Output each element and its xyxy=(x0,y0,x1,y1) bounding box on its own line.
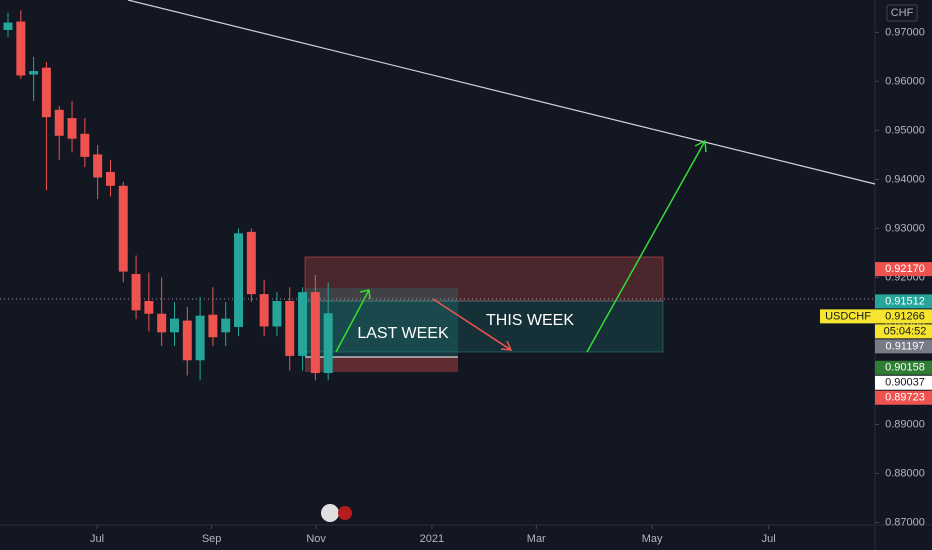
price-label: 0.89723 xyxy=(885,392,925,404)
arrow-up-small xyxy=(335,289,371,353)
price-label-box xyxy=(875,339,932,354)
y-tick-label: 0.96000 xyxy=(885,75,925,87)
currency: CHF xyxy=(891,7,914,19)
candle-body xyxy=(157,313,167,333)
price-label-box xyxy=(875,309,932,324)
candle-body xyxy=(54,109,64,136)
candle-body xyxy=(105,172,115,186)
price-label: 0.92170 xyxy=(885,263,925,275)
candle-body xyxy=(93,154,103,178)
price-label-box xyxy=(875,375,932,390)
price-label: 0.91266 xyxy=(885,310,925,322)
candle-body xyxy=(208,314,218,338)
price-label: 0.91512 xyxy=(885,295,925,307)
candle-body xyxy=(195,315,205,361)
y-tick-label: 0.97000 xyxy=(885,26,925,38)
candle-body xyxy=(221,318,231,333)
candle-body xyxy=(246,231,256,295)
x-tick-label: Nov xyxy=(306,533,326,545)
price-label: 0.90037 xyxy=(885,377,925,389)
candle-body xyxy=(323,313,333,374)
candle-body xyxy=(67,118,77,139)
candle-body xyxy=(298,292,308,356)
arrow-up-large xyxy=(586,139,707,353)
arrow-down xyxy=(432,298,513,351)
y-tick-label: 0.93000 xyxy=(885,222,925,234)
x-tick-label: Jul xyxy=(90,533,104,545)
annotation: THIS WEEK xyxy=(486,312,574,329)
candle-body xyxy=(259,294,269,327)
symbol-box xyxy=(820,309,875,324)
event-icon xyxy=(321,504,339,522)
candle-body xyxy=(310,292,320,374)
countdown: 05:04:52 xyxy=(884,325,927,337)
candle-body xyxy=(29,71,39,75)
candles xyxy=(3,10,333,381)
y-tick-label: 0.88000 xyxy=(885,467,925,479)
candle-body xyxy=(131,274,141,311)
last-week-stop xyxy=(305,357,458,372)
candle-body xyxy=(3,22,13,30)
x-tick-label: Jul xyxy=(762,533,776,545)
x-tick-label: Mar xyxy=(527,533,546,545)
y-tick-label: 0.95000 xyxy=(885,124,925,136)
x-tick-label: May xyxy=(642,533,663,545)
currency-box xyxy=(886,4,918,22)
event-icon xyxy=(338,506,352,520)
candle-body xyxy=(118,185,128,272)
price-label-box xyxy=(875,360,932,375)
candle-body xyxy=(272,300,282,327)
candle-body xyxy=(80,133,90,157)
price-label-box xyxy=(875,262,932,277)
x-tick-label: Sep xyxy=(202,533,222,545)
price-label-box xyxy=(875,390,932,405)
candle-body xyxy=(41,67,51,118)
x-tick-label: 2021 xyxy=(420,533,444,545)
price-label-box xyxy=(875,294,932,309)
trend-line xyxy=(127,0,876,185)
arrows xyxy=(335,139,707,353)
candle-body xyxy=(170,318,179,333)
risk-zone xyxy=(304,256,664,302)
price-label: 0.90158 xyxy=(885,362,925,374)
countdown-box xyxy=(875,324,932,339)
candle-body xyxy=(16,21,26,76)
y-tick-label: 0.94000 xyxy=(885,173,925,185)
candle-body xyxy=(182,320,192,361)
annotation: LAST WEEK xyxy=(357,325,449,342)
symbol: USDCHF xyxy=(825,310,871,322)
candle-body xyxy=(144,300,154,314)
price-label: 0.91197 xyxy=(886,340,925,352)
candle-body xyxy=(234,233,244,327)
candle-body xyxy=(285,300,295,356)
y-tick-label: 0.87000 xyxy=(885,516,925,528)
y-tick-label: 0.89000 xyxy=(885,418,925,430)
